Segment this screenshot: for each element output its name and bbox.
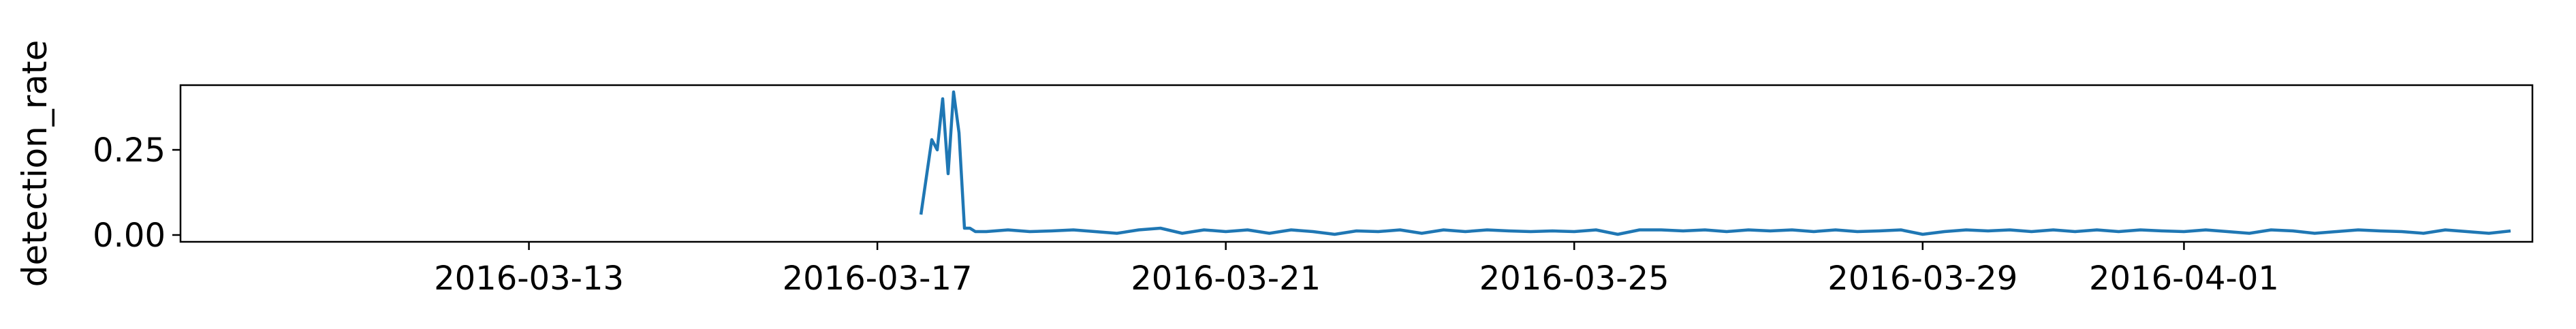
x-tick-label: 2016-03-29 (1827, 260, 2017, 298)
x-tick-label: 2016-03-13 (434, 260, 624, 298)
series-line-detection-rate (919, 90, 2511, 236)
x-tick-label: 2016-03-17 (783, 260, 973, 298)
y-tick-label: 0.00 (93, 217, 166, 255)
y-axis-label: detection_rate (15, 40, 54, 287)
x-tick-label: 2016-03-21 (1131, 260, 1321, 298)
y-tick-label: 0.25 (93, 131, 166, 170)
x-tick-label: 2016-04-01 (2089, 260, 2279, 298)
axes-frame (179, 84, 2534, 243)
plot-area (179, 84, 2534, 243)
x-axis: 2016-03-13 2016-03-17 2016-03-21 2016-03-25… (434, 242, 2279, 298)
y-axis: 0.25 0.00 (93, 131, 180, 255)
x-tick-label: 2016-03-25 (1479, 260, 1669, 298)
